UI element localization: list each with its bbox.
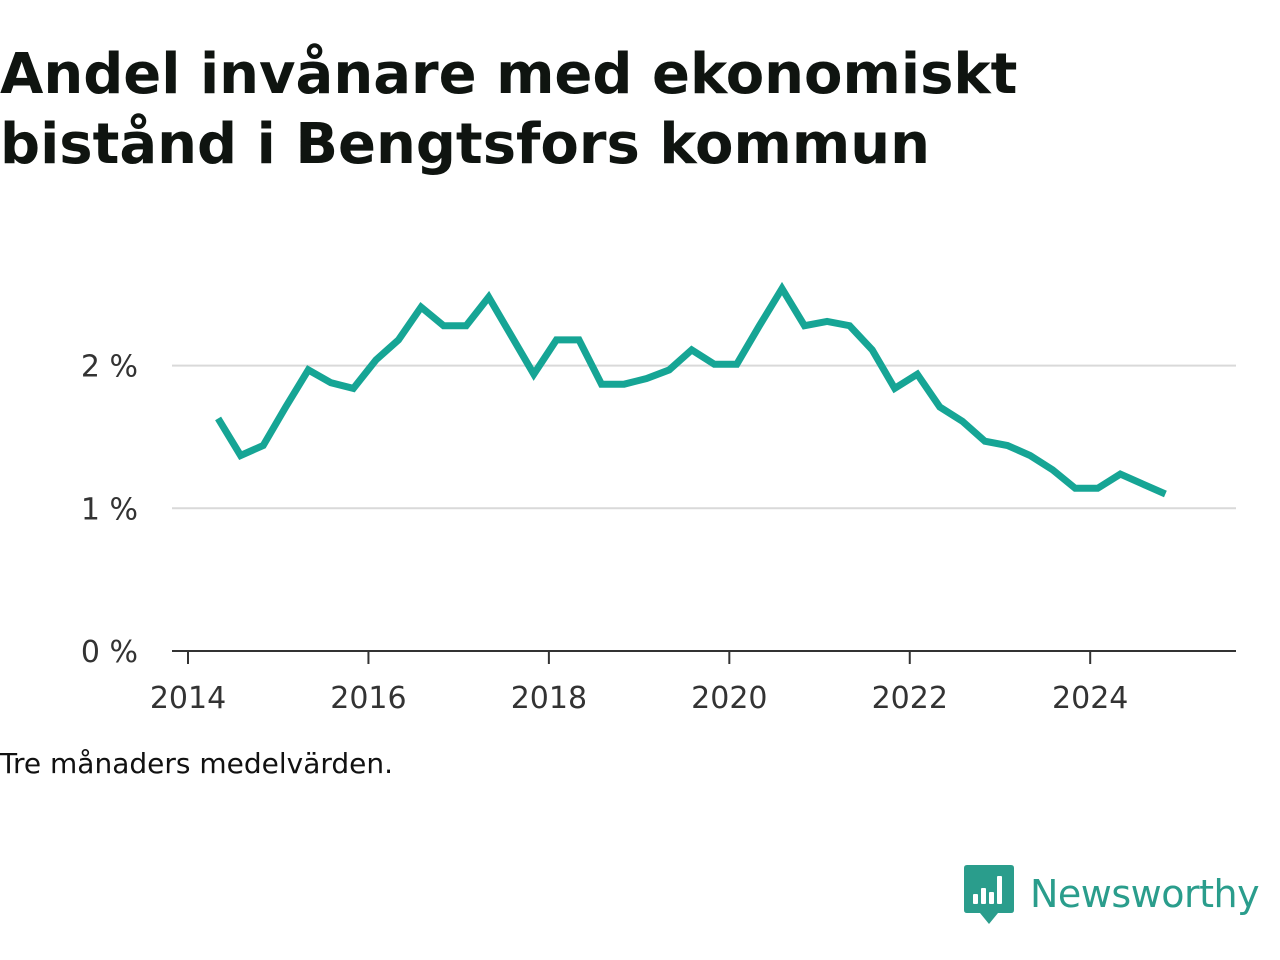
brand-logo-group[interactable]: Newsworthy xyxy=(962,862,1260,926)
series-line xyxy=(215,281,1167,498)
series-layer xyxy=(215,281,1167,498)
y-tick-label: 1 % xyxy=(81,492,138,527)
y-tick-label: 0 % xyxy=(81,635,138,670)
x-tick-label: 2022 xyxy=(872,681,948,716)
y-tick-label: 2 % xyxy=(81,350,138,385)
gridlines xyxy=(172,364,1236,510)
chart-title-line-2: bistånd i Bengtsfors kommun xyxy=(0,112,930,177)
chart-title-line-1: Andel invånare med ekonomiskt xyxy=(0,42,1018,107)
chart-title: Andel invånare med ekonomiskt bistånd i … xyxy=(0,40,1260,180)
x-tick-label: 2018 xyxy=(511,681,587,716)
x-tick-label: 2016 xyxy=(330,681,406,716)
chart-note: Tre månaders medelvärden. xyxy=(0,747,394,780)
x-tick-label: 2020 xyxy=(691,681,767,716)
y-axis-ticks: 0 % 1 % 2 % xyxy=(81,350,138,670)
newsworthy-bar-chart-icon xyxy=(964,865,1014,924)
x-tick-label: 2014 xyxy=(150,681,226,716)
x-axis-ticks: 2014 2016 2018 2020 2022 2024 xyxy=(150,651,1128,716)
brand-name: Newsworthy xyxy=(1030,872,1260,916)
x-tick-label: 2024 xyxy=(1052,681,1128,716)
